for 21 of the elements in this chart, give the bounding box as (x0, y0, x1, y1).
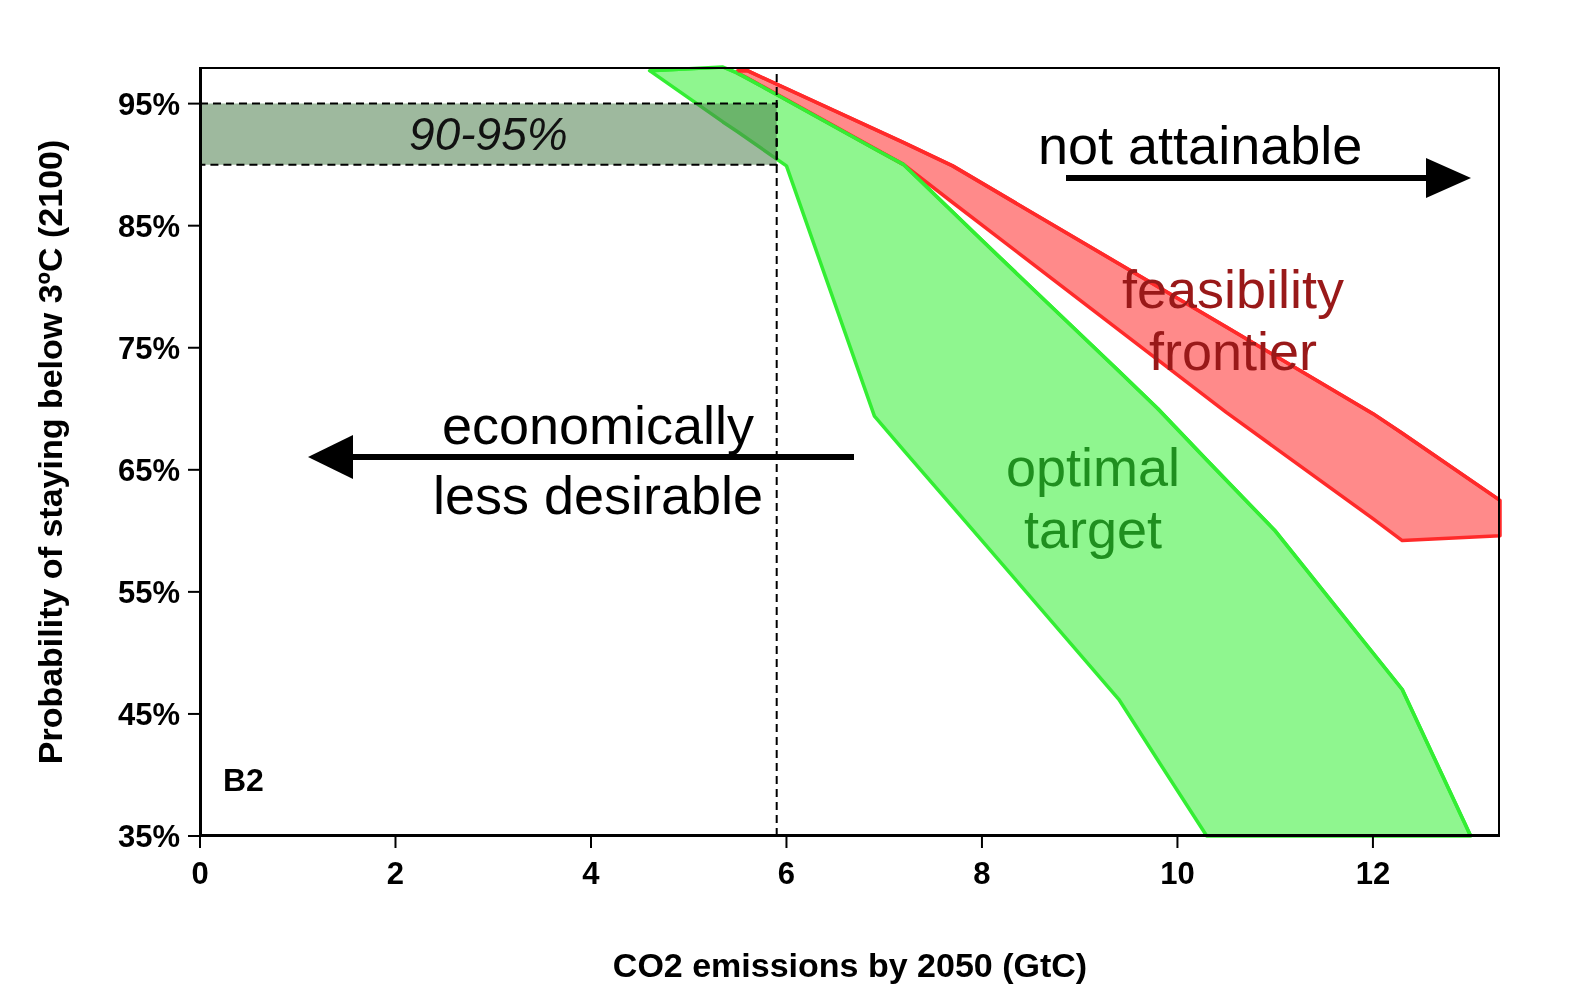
y-tick-label: 75% (117, 330, 180, 366)
x-tick-label: 6 (777, 856, 796, 892)
annotation: not attainable (1038, 114, 1364, 177)
y-tick-label: 35% (117, 819, 180, 855)
y-tick-label: 95% (117, 86, 180, 122)
y-tick-label: 55% (117, 574, 180, 610)
x-tick-label: 10 (1160, 856, 1195, 892)
x-tick-label: 0 (191, 856, 209, 892)
x-axis-title: CO2 emissions by 2050 (GtC) (611, 946, 1089, 985)
annotation: economically less desirable (431, 394, 765, 528)
y-tick-label: 85% (117, 208, 180, 244)
x-tick-label: 12 (1355, 856, 1391, 892)
y-axis-title: Probability of staying below 3ºC (2100) (30, 139, 70, 764)
annotation: B2 (223, 761, 265, 800)
x-tick-label: 2 (386, 856, 405, 892)
x-tick-label: 4 (582, 856, 601, 892)
x-tick-label: 8 (973, 856, 991, 892)
y-tick-label: 65% (117, 452, 180, 488)
y-tick-label: 45% (117, 696, 180, 732)
series-label: optimal target (1004, 436, 1182, 561)
band-label: 90-95% (409, 108, 568, 161)
